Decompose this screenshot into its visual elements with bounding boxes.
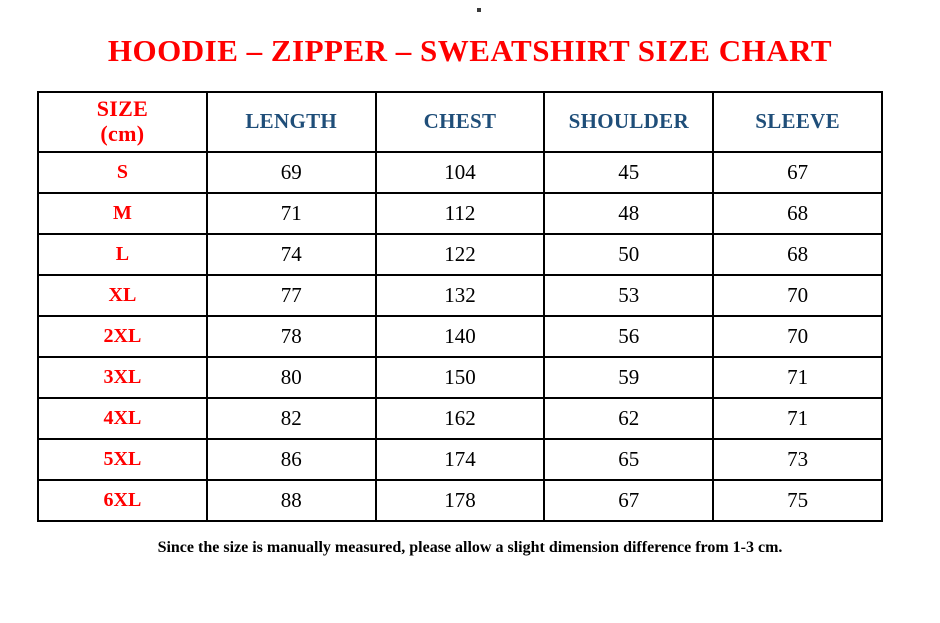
size-label-cell: 6XL xyxy=(37,478,208,522)
measurement-cell: 53 xyxy=(543,273,715,317)
measurement-cell: 75 xyxy=(712,478,883,522)
measurement-cell: 86 xyxy=(205,437,377,481)
size-label-cell: XL xyxy=(37,273,208,317)
measurement-cell: 69 xyxy=(205,150,377,194)
measurement-cell: 122 xyxy=(374,232,546,276)
measurement-cell: 162 xyxy=(374,396,546,440)
table-row: 4XL 82 162 62 71 xyxy=(37,396,883,440)
measurement-cell: 78 xyxy=(205,314,377,358)
measurement-cell: 104 xyxy=(374,150,546,194)
measurement-cell: 88 xyxy=(205,478,377,522)
table-header-row: SIZE (cm) LENGTH CHEST SHOULDER SLEEVE xyxy=(37,90,883,153)
measurement-cell: 62 xyxy=(543,396,715,440)
size-label-cell: 2XL xyxy=(37,314,208,358)
table-row: 5XL 86 174 65 73 xyxy=(37,437,883,481)
column-header-chest: CHEST xyxy=(374,90,546,153)
table-row: M 71 112 48 68 xyxy=(37,191,883,235)
table-row: L 74 122 50 68 xyxy=(37,232,883,276)
table-row: 2XL 78 140 56 70 xyxy=(37,314,883,358)
table-body: S 69 104 45 67 M 71 112 48 68 L 74 122 50 68 XL 77 132 53 7… xyxy=(37,150,883,522)
column-header-length: LENGTH xyxy=(205,90,377,153)
measurement-cell: 68 xyxy=(712,232,883,276)
measurement-cell: 82 xyxy=(205,396,377,440)
measurement-cell: 71 xyxy=(712,355,883,399)
measurement-cell: 45 xyxy=(543,150,715,194)
measurement-cell: 71 xyxy=(205,191,377,235)
stray-dot-mark xyxy=(477,8,481,12)
table-row: S 69 104 45 67 xyxy=(37,150,883,194)
measurement-cell: 67 xyxy=(712,150,883,194)
measurement-cell: 112 xyxy=(374,191,546,235)
measurement-cell: 74 xyxy=(205,232,377,276)
measurement-cell: 50 xyxy=(543,232,715,276)
size-label-cell: L xyxy=(37,232,208,276)
measurement-disclaimer: Since the size is manually measured, ple… xyxy=(157,538,783,556)
measurement-cell: 56 xyxy=(543,314,715,358)
measurement-cell: 77 xyxy=(205,273,377,317)
size-label-cell: 5XL xyxy=(37,437,208,481)
size-label-cell: 4XL xyxy=(37,396,208,440)
table-row: XL 77 132 53 70 xyxy=(37,273,883,317)
table-row: 6XL 88 178 67 75 xyxy=(37,478,883,522)
measurement-cell: 132 xyxy=(374,273,546,317)
measurement-cell: 70 xyxy=(712,314,883,358)
column-header-size: SIZE (cm) xyxy=(37,90,208,153)
measurement-cell: 140 xyxy=(374,314,546,358)
measurement-cell: 150 xyxy=(374,355,546,399)
size-chart-table: SIZE (cm) LENGTH CHEST SHOULDER SLEEVE S… xyxy=(37,90,883,522)
measurement-cell: 65 xyxy=(543,437,715,481)
size-label-cell: 3XL xyxy=(37,355,208,399)
table-row: 3XL 80 150 59 71 xyxy=(37,355,883,399)
measurement-cell: 67 xyxy=(543,478,715,522)
measurement-cell: 70 xyxy=(712,273,883,317)
column-header-sleeve: SLEEVE xyxy=(712,90,883,153)
size-label-cell: S xyxy=(37,150,208,194)
measurement-cell: 71 xyxy=(712,396,883,440)
measurement-cell: 80 xyxy=(205,355,377,399)
measurement-cell: 68 xyxy=(712,191,883,235)
size-label-cell: M xyxy=(37,191,208,235)
measurement-cell: 73 xyxy=(712,437,883,481)
measurement-cell: 48 xyxy=(543,191,715,235)
measurement-cell: 59 xyxy=(543,355,715,399)
measurement-cell: 178 xyxy=(374,478,546,522)
page-title: HOODIE – ZIPPER – SWEATSHIRT SIZE CHART xyxy=(107,33,833,68)
measurement-cell: 174 xyxy=(374,437,546,481)
column-header-shoulder: SHOULDER xyxy=(543,90,715,153)
